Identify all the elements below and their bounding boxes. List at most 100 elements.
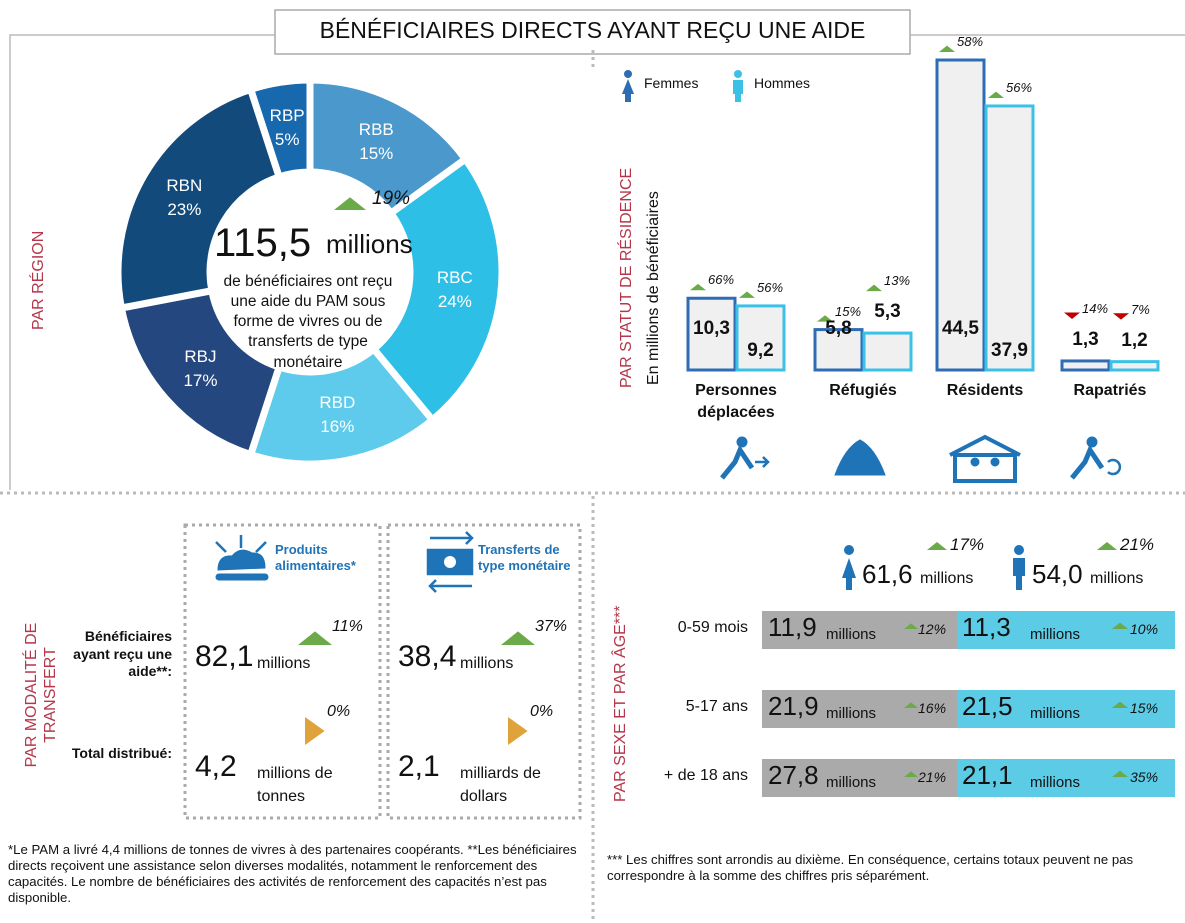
modality-unit: millions de tonnes — [257, 765, 333, 806]
icon-shape — [953, 453, 1017, 483]
icon-shape — [444, 556, 456, 568]
legend-icon — [735, 92, 741, 102]
unit: millions — [826, 774, 877, 791]
icon-shape — [720, 444, 755, 480]
legend-icon — [733, 80, 743, 94]
icon-shape — [990, 457, 1000, 467]
modality-value: 38,4 — [398, 640, 457, 673]
center-text: de bénéficiaires ont reçu une aide du PA… — [223, 273, 393, 371]
trend-up — [927, 542, 947, 550]
segment-value: 5% — [274, 129, 300, 149]
icon-shape — [762, 456, 770, 468]
men-band — [957, 611, 1175, 649]
modality-unit: millions — [460, 655, 514, 672]
trend-up — [334, 197, 366, 210]
women-change: 16% — [918, 700, 947, 716]
center-total: 115,5 — [214, 221, 312, 265]
bar — [735, 304, 786, 372]
bar — [1109, 360, 1160, 372]
icon-shape — [1086, 436, 1098, 448]
total-value: 61,6 — [862, 559, 913, 589]
icon-shape — [215, 541, 227, 553]
modality-change: 11% — [332, 618, 363, 635]
legend-icon — [624, 70, 632, 78]
legend-icon — [622, 79, 634, 94]
trend-up — [817, 315, 833, 322]
legend-label: Hommes — [754, 75, 811, 91]
icon-shape — [465, 531, 474, 545]
section-label: PAR STATUT DE RÉSIDENCE — [618, 167, 635, 388]
frame — [9, 9, 1185, 490]
men-change: 15% — [1130, 700, 1159, 716]
icon-shape — [215, 573, 269, 581]
person-icon — [1013, 558, 1025, 576]
men-band — [957, 690, 1175, 728]
bar — [813, 328, 864, 372]
trend-flat — [508, 717, 528, 745]
modality-value: 2,1 — [398, 750, 440, 783]
icon-shape — [1070, 444, 1105, 480]
legend-icon — [625, 92, 631, 102]
modality-change: 37% — [535, 618, 568, 635]
row-label: Total distribué: — [71, 745, 172, 761]
icon-shape — [736, 436, 748, 448]
bar-value: 1,2 — [1121, 329, 1148, 351]
legend-icon — [734, 70, 742, 78]
section-label: PAR MODALITÉ DE TRANSFERT — [23, 622, 60, 768]
modality-change: 0% — [327, 703, 351, 720]
section-label: PAR RÉGION — [30, 230, 47, 330]
trend-up — [904, 623, 918, 629]
legend-label: Femmes — [644, 75, 699, 91]
category-label: Résidents — [946, 382, 1024, 399]
men-change: 10% — [1130, 621, 1159, 637]
food-icon — [215, 535, 269, 581]
unit: millions — [1030, 626, 1081, 643]
icon-shape — [970, 457, 980, 467]
trend-down — [1113, 313, 1129, 320]
icon-shape — [834, 439, 886, 476]
bar-change: 58% — [957, 34, 984, 49]
unit: millions — [1030, 774, 1081, 791]
age-label: 0-59 mois — [677, 619, 748, 636]
bar — [984, 104, 1035, 372]
men-change: 35% — [1130, 769, 1159, 785]
trend-up — [1112, 770, 1128, 777]
women-band — [762, 690, 957, 728]
trend-up — [739, 291, 755, 298]
bar-value: 10,3 — [693, 318, 730, 339]
bar-change: 15% — [835, 303, 862, 319]
person-icon — [846, 576, 852, 590]
segment-label: RBJ — [184, 346, 217, 366]
unit: millions — [826, 705, 877, 722]
bar-change: 13% — [884, 273, 911, 289]
segment-value: 16% — [320, 417, 355, 437]
bar — [686, 296, 737, 372]
bar-change: 56% — [757, 279, 784, 295]
trend-up — [939, 45, 955, 52]
segment-label: RBP — [269, 105, 305, 125]
bar-value: 1,3 — [1072, 328, 1099, 350]
modality-unit: milliards de dollars — [460, 765, 541, 806]
trend-flat — [305, 717, 325, 745]
bar — [935, 58, 986, 372]
trend-up — [1112, 622, 1128, 629]
icon-shape — [428, 579, 437, 593]
modality-value: 4,2 — [195, 750, 237, 783]
unit: millions — [826, 626, 877, 643]
women-change: 21% — [918, 769, 947, 785]
modality-title: Transferts de type monétaire — [478, 542, 571, 573]
title: BÉNÉFICIAIRES DIRECTS AYANT REÇU UNE AID… — [319, 17, 866, 43]
women-value: 27,8 — [768, 760, 819, 790]
total-change: 21% — [1120, 535, 1155, 554]
men-value: 21,1 — [962, 760, 1013, 790]
segment-label: RBB — [358, 119, 394, 139]
person-icon — [1016, 576, 1022, 590]
trend-up — [1112, 701, 1128, 708]
footnote: *Le PAM a livré 4,4 millions de tonnes d… — [8, 842, 577, 905]
men-value: 21,5 — [962, 691, 1013, 721]
category-label: Rapatriés — [1073, 382, 1147, 399]
trend-up — [988, 91, 1004, 98]
unit: millions — [1030, 705, 1081, 722]
